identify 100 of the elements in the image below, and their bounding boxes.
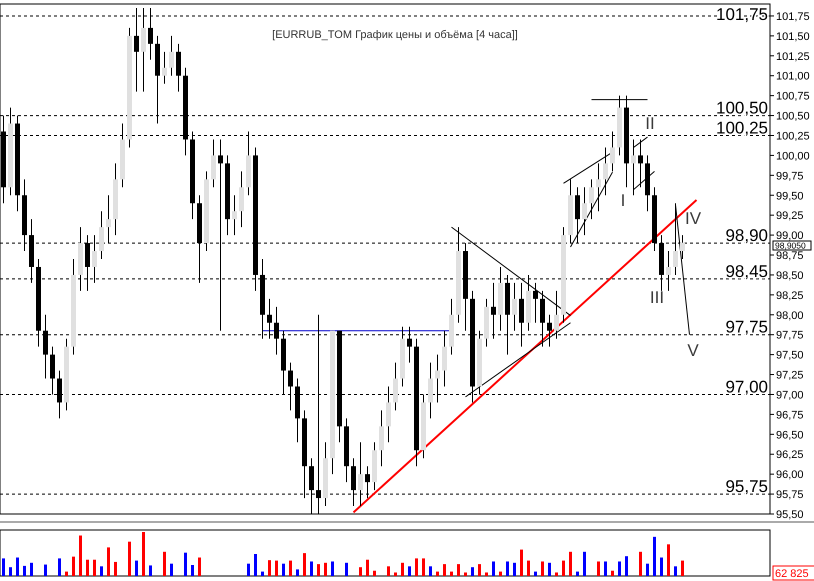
bar xyxy=(443,564,446,576)
bar xyxy=(576,572,579,576)
bar xyxy=(597,561,600,576)
candlestick xyxy=(512,282,517,332)
y-tick-label: 101,00 xyxy=(776,70,810,83)
ref-line-label: 100,25 xyxy=(716,118,768,138)
bar xyxy=(254,554,257,576)
bar xyxy=(436,572,439,576)
y-tick-label: 96,75 xyxy=(776,409,804,422)
bar xyxy=(674,566,677,576)
bar xyxy=(2,558,5,576)
y-tick-label: 96,50 xyxy=(776,429,804,442)
bar xyxy=(492,561,495,576)
bar xyxy=(184,552,187,576)
bar xyxy=(303,553,306,576)
bar xyxy=(191,565,194,576)
bar xyxy=(65,572,68,576)
text: 98,9050 xyxy=(775,240,806,250)
bar xyxy=(653,536,656,576)
y-tick-label: 99,25 xyxy=(776,210,804,222)
bar xyxy=(128,542,131,576)
bar xyxy=(100,566,103,576)
bar xyxy=(450,572,453,576)
y-tick-label: 99,50 xyxy=(776,190,804,202)
bar xyxy=(107,547,110,576)
ref-line-label: 101,75 xyxy=(716,5,768,24)
ref-line-label: 97,00 xyxy=(725,377,768,396)
y-tick-label: 97,50 xyxy=(776,350,804,362)
annotation: IV xyxy=(684,209,702,228)
y-tick-label: 95,75 xyxy=(776,489,804,502)
y-tick-label: 98,75 xyxy=(776,250,804,262)
annotation: V xyxy=(687,341,700,360)
y-tick-label: 101,75 xyxy=(776,10,810,23)
bar xyxy=(415,558,418,576)
bar xyxy=(282,564,285,576)
bar xyxy=(58,558,61,576)
bar xyxy=(93,560,96,576)
bar xyxy=(485,572,488,576)
ref-line-label: 95,75 xyxy=(725,477,768,496)
bar xyxy=(429,566,432,576)
bar xyxy=(646,564,649,576)
ref-line-label: 98,45 xyxy=(725,262,768,281)
bar xyxy=(373,570,376,576)
bar xyxy=(387,566,390,576)
bar xyxy=(23,566,26,576)
bar xyxy=(639,552,642,576)
bar xyxy=(9,567,12,576)
bar xyxy=(142,532,145,576)
bar xyxy=(478,564,481,576)
y-tick-label: 101,25 xyxy=(776,50,810,63)
y-tick-label: 98,25 xyxy=(776,290,804,302)
bar xyxy=(408,566,411,576)
bar xyxy=(520,550,523,576)
bar xyxy=(268,560,271,576)
bar xyxy=(30,562,33,576)
candlestick xyxy=(379,410,384,467)
bar xyxy=(555,572,558,576)
y-tick-label: 95,50 xyxy=(776,509,804,521)
y-tick-label: 98,00 xyxy=(776,310,804,322)
bar xyxy=(457,564,460,576)
y-tick-label: 99,75 xyxy=(776,170,804,182)
ref-line-label: 100,50 xyxy=(716,98,768,118)
bar xyxy=(506,561,509,576)
y-tick-label: 100,50 xyxy=(776,110,810,123)
bar xyxy=(289,560,292,576)
bar xyxy=(310,561,313,576)
bar xyxy=(625,556,628,576)
bar xyxy=(198,558,201,576)
bar xyxy=(660,558,663,576)
annotation: I xyxy=(620,191,626,210)
candlestick xyxy=(232,194,237,236)
bar xyxy=(345,562,348,576)
candlestick xyxy=(211,138,216,188)
y-tick-label: 101,50 xyxy=(776,30,810,43)
bar xyxy=(275,560,278,576)
bar xyxy=(618,561,621,576)
candlestick xyxy=(239,170,244,228)
annotation: III xyxy=(650,288,664,307)
bar xyxy=(16,558,19,576)
ref-line-label: 98,90 xyxy=(725,226,768,246)
y-tick-label: 100,25 xyxy=(776,130,810,142)
annotation: II xyxy=(645,114,655,133)
candlestick xyxy=(176,43,181,92)
bar xyxy=(296,569,299,576)
candlestick xyxy=(169,35,174,76)
bar xyxy=(331,561,334,576)
bar xyxy=(324,562,327,576)
bar xyxy=(548,562,551,576)
bar xyxy=(359,567,362,576)
text: [EURRUB_TOM График цены и объёма [4 часа]] xyxy=(272,29,518,41)
bar xyxy=(394,572,397,576)
bar xyxy=(401,562,404,576)
candlestick xyxy=(589,178,594,220)
bar xyxy=(604,561,607,576)
bar xyxy=(527,560,530,576)
bar xyxy=(562,560,565,576)
bar xyxy=(366,560,369,576)
bar xyxy=(499,572,502,576)
bar xyxy=(534,572,537,576)
y-tick-label: 97,75 xyxy=(776,330,804,342)
